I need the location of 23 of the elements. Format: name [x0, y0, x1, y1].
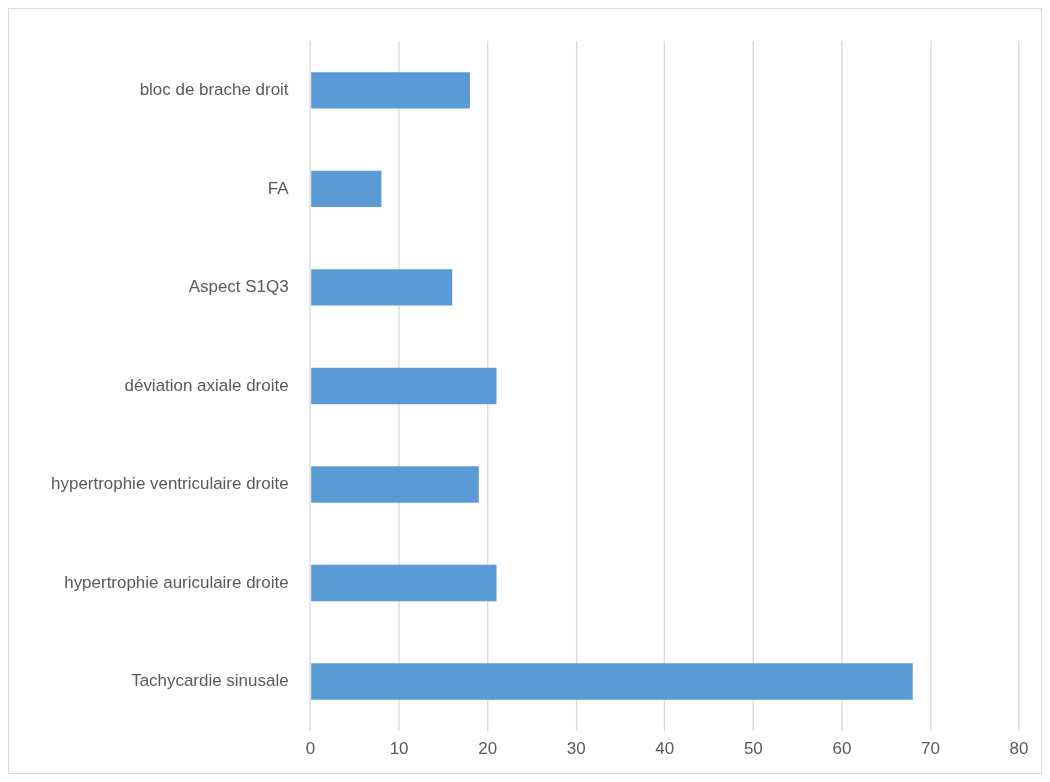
x-tick-label: 10: [389, 738, 409, 758]
x-tick-label: 80: [1009, 738, 1029, 758]
x-tick-label: 50: [743, 738, 763, 758]
bar: [311, 367, 497, 405]
bar: [311, 466, 479, 503]
bar: [311, 269, 453, 306]
y-tick-label: bloc de brache droit: [139, 80, 289, 100]
bar: [311, 72, 470, 109]
x-tick-label: 30: [566, 738, 586, 758]
y-tick-label: hypertrophie auriculaire droite: [64, 572, 289, 592]
y-tick-label: Tachycardie sinusale: [131, 671, 289, 691]
y-tick-label: FA: [267, 178, 290, 198]
x-tick-label: 60: [832, 738, 852, 758]
y-tick-label: hypertrophie ventriculaire droite: [51, 474, 289, 494]
y-tick-label: déviation axiale droite: [124, 375, 289, 395]
x-tick-label: 20: [478, 738, 498, 758]
x-tick-label: 70: [921, 738, 940, 758]
x-tick-label: 40: [655, 738, 675, 758]
x-tick-label: 0: [305, 738, 316, 758]
bar: [311, 564, 497, 602]
bar: [311, 663, 913, 700]
y-tick-label: Aspect S1Q3: [188, 277, 289, 297]
bar: [311, 170, 382, 208]
